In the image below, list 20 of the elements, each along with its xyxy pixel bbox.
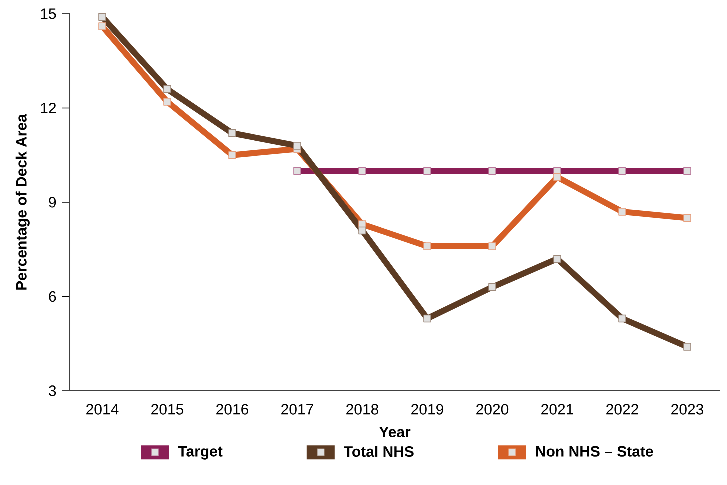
y-tick-label: 12 xyxy=(41,103,56,114)
y-tick-label: 6 xyxy=(49,291,56,302)
x-tick-label: 2014 xyxy=(86,404,119,415)
y-axis-title: Percentage of Deck Area xyxy=(16,114,30,290)
x-tick-label: 2019 xyxy=(412,404,444,415)
y-tick-label: 3 xyxy=(49,386,56,396)
x-tick-label: 2023 xyxy=(672,404,704,415)
legend-label: Non NHS – State xyxy=(536,446,654,457)
legend-label: Target xyxy=(178,446,223,460)
x-tick-label: 2020 xyxy=(476,404,509,415)
x-tick-label: 2017 xyxy=(282,404,314,415)
x-tick-label: 2018 xyxy=(346,404,379,415)
legend-label: Total NHS xyxy=(344,446,414,458)
x-tick-label: 2022 xyxy=(606,404,638,415)
y-tick-label: 15 xyxy=(41,8,56,20)
x-tick-label: 2015 xyxy=(152,404,184,415)
y-tick-label: 9 xyxy=(49,197,56,208)
x-tick-label: 2021 xyxy=(542,404,574,415)
x-tick-label: 2016 xyxy=(216,404,249,415)
x-axis-title: Year xyxy=(379,427,411,438)
